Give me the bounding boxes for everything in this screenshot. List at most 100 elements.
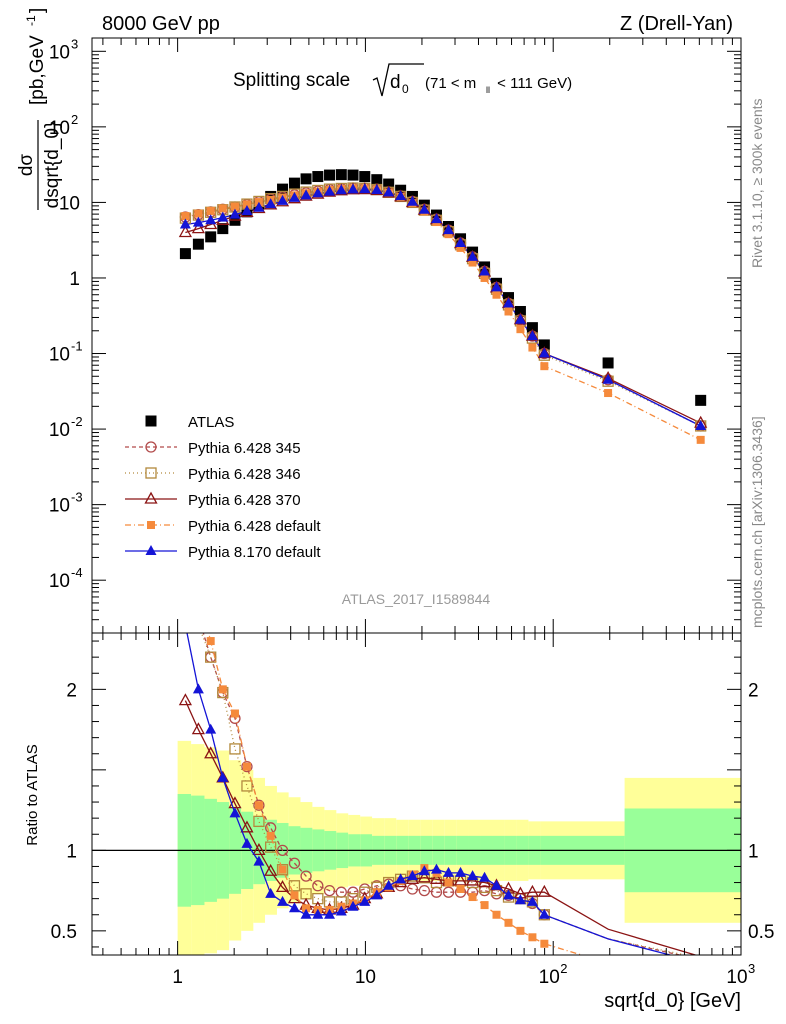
pydef-point [604, 389, 613, 398]
py370-ratio-point [417, 870, 431, 883]
py8-ratio-point [526, 895, 538, 906]
pydef-point [230, 202, 239, 211]
legend-label: Pythia 6.428 345 [188, 440, 301, 457]
py8-point [324, 185, 336, 196]
atlas-point [695, 394, 707, 406]
pydef-point [696, 435, 705, 444]
py8-ratio-point [229, 807, 241, 818]
ylabel-denominator: dsqrt{d_0} [42, 122, 63, 209]
atlas-point [217, 223, 229, 235]
x-axis-title: sqrt{d_0} [GeV] [604, 990, 741, 1012]
atlas-point [383, 178, 395, 190]
py8-point [526, 330, 538, 341]
atlas-point [538, 339, 550, 351]
py8-ratio-point [502, 889, 514, 900]
pydef-ratio-point [516, 926, 525, 935]
py8-point [253, 201, 265, 212]
y-tick-exponent: 2 [71, 112, 78, 127]
legend: ATLAS Pythia 6.428 345 Pythia 6.428 346 Pyt… [125, 414, 321, 561]
pydef-ratio-point [254, 801, 263, 810]
pydef-point [456, 243, 465, 252]
py370-ratio-point [178, 693, 192, 706]
pydef-point [194, 209, 203, 218]
py345-ratio-point [300, 870, 312, 882]
pydef-point [480, 273, 489, 282]
plot-title: Splitting scale d 0 (71 < m ll < 111 GeV… [233, 63, 572, 97]
py8-ratio-point [217, 771, 229, 782]
y-tick-label: 10 [49, 496, 70, 517]
title-cut: (71 < m [425, 75, 476, 92]
atlas-point [192, 238, 204, 250]
py8-point [312, 187, 324, 198]
py8-point [406, 195, 418, 206]
x-tick-label: 1 [172, 967, 183, 988]
ylabel-unit-end: ] [27, 8, 48, 13]
atlas-point [359, 171, 371, 183]
atlas-point [526, 322, 538, 334]
y-tick-label: 10 [59, 193, 80, 214]
py8-point [491, 281, 503, 292]
y-tick-label: 10 [49, 42, 70, 63]
pydef-point [181, 212, 190, 221]
py8-point [479, 265, 491, 276]
py8-point [383, 186, 395, 197]
py8-point [455, 237, 467, 248]
py8-point [288, 191, 300, 202]
py8-ratio-point [383, 879, 395, 890]
py345-ratio-point [276, 844, 289, 856]
py370-point [178, 225, 192, 238]
pydef-point [218, 204, 227, 213]
pydef-ratio-point [540, 939, 549, 948]
py8-point [205, 214, 217, 225]
pydef-ratio-point [206, 637, 215, 646]
py8-point [335, 184, 347, 195]
y-tick-label: 10 [49, 571, 70, 592]
py345-ratio-point [323, 884, 336, 897]
x-tick-label: 10 [539, 967, 560, 988]
pydef-point [242, 200, 251, 209]
py370-point [191, 221, 205, 234]
y-tick-exponent: 3 [71, 36, 78, 51]
atlas-point [179, 248, 191, 260]
x-tick-label: 10 [726, 967, 747, 988]
py8-point [467, 250, 479, 261]
py8-ratio-point [347, 900, 359, 911]
py8-point [430, 213, 442, 224]
mcplots-label: mcplots.cern.ch [arXiv:1306.3436] [749, 416, 765, 628]
ratio-y-tick-label-right: 1 [748, 841, 759, 862]
py8-ratio-point [205, 723, 217, 734]
y-tick-exponent: -3 [71, 490, 83, 505]
py346-ratio-point [229, 743, 241, 755]
pydef-ratio-point [230, 709, 239, 718]
atlas-point [288, 177, 300, 189]
y-tick-label: 10 [49, 345, 70, 366]
pydef-ratio-point [480, 901, 489, 910]
pydef-point [206, 206, 215, 215]
atlas-point [347, 169, 359, 181]
py8-point [538, 347, 550, 358]
py345-ratio-point [241, 760, 253, 773]
py8-ratio-point [265, 887, 277, 898]
py8-ratio-point [455, 866, 467, 877]
py8-point [602, 373, 614, 384]
py8-ratio-point [443, 866, 455, 877]
ratio-plot-panel: 0.5 0.51 12 21 10 10 2 10 3 [51, 632, 774, 988]
y-tick-label: 10 [49, 118, 70, 139]
py8-ratio-point [467, 870, 479, 881]
py346-ratio-point [288, 880, 301, 892]
ylabel-unit: [pb,GeV [27, 35, 48, 105]
atlas-point [312, 171, 324, 183]
ylabel-numerator: dσ [16, 154, 37, 177]
atlas-point [300, 173, 312, 185]
py8-point [695, 419, 707, 430]
py8-ratio-point [430, 863, 442, 874]
py8-point [241, 204, 253, 215]
py370-ratio-point [240, 820, 254, 833]
py345-ratio-point [253, 799, 265, 811]
py8-ratio-point [371, 889, 383, 900]
py8-point [179, 218, 191, 229]
legend-marker [144, 491, 158, 504]
legend-label: Pythia 6.428 default [188, 518, 321, 535]
py345-ratio-point [347, 886, 359, 898]
